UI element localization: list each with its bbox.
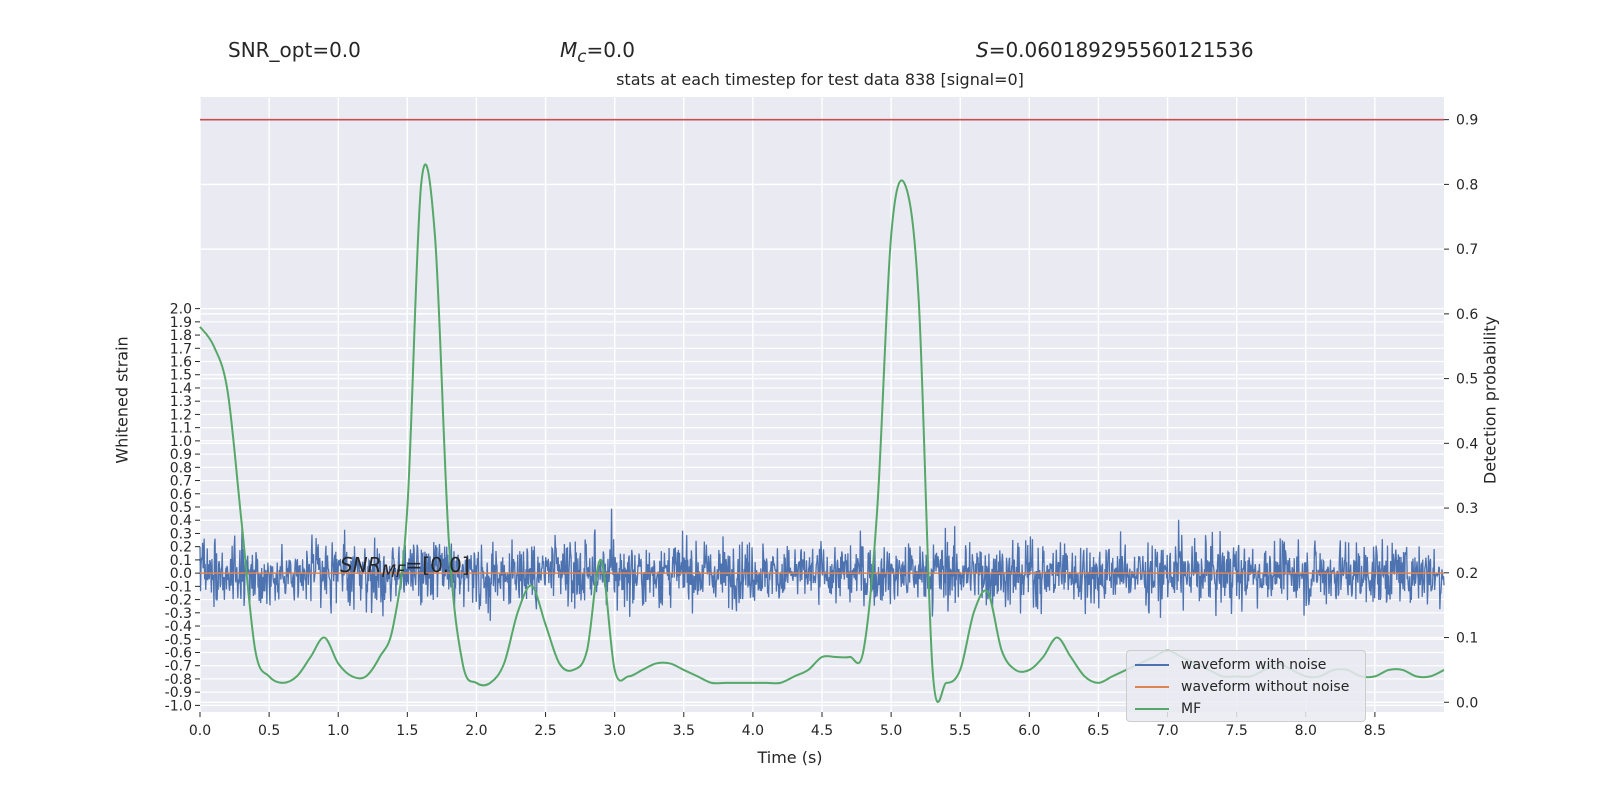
left-tick-label: 1.3 bbox=[170, 394, 192, 410]
left-tick-label: 1.9 bbox=[170, 315, 192, 331]
y-axis-label-left: Whitened strain bbox=[112, 336, 132, 464]
x-tick-label: 3.0 bbox=[604, 723, 626, 739]
x-tick-label: 5.0 bbox=[880, 723, 902, 739]
legend-swatch-orange bbox=[1135, 686, 1169, 688]
legend-label: waveform without noise bbox=[1181, 679, 1350, 695]
x-tick-label: 0.0 bbox=[189, 723, 211, 739]
mc-value: =0.0 bbox=[586, 38, 636, 62]
right-axis-ticks: 0.0 0.1 0.2 0.3 0.4 0.5 0.6 0.7 0.8 0.9 bbox=[1444, 113, 1478, 711]
right-tick-label: 0.3 bbox=[1456, 501, 1478, 517]
mc-symbol: M bbox=[560, 38, 578, 62]
right-tick-label: 0.7 bbox=[1456, 242, 1478, 258]
waveform-with-noise-line bbox=[199, 508, 1445, 621]
legend-label: MF bbox=[1181, 701, 1202, 717]
x-tick-label: 2.0 bbox=[465, 723, 487, 739]
left-tick-label: 1.7 bbox=[170, 341, 192, 357]
right-tick-label: 0.2 bbox=[1456, 566, 1478, 582]
legend-item-waveform-without-noise: waveform without noise bbox=[1135, 676, 1349, 698]
legend: waveform with noise waveform without noi… bbox=[1126, 650, 1366, 722]
left-tick-label: -0.7 bbox=[165, 659, 192, 675]
left-tick-label: 0.5 bbox=[170, 500, 192, 516]
legend-swatch-blue bbox=[1135, 664, 1169, 666]
s-value: =0.060189295560121536 bbox=[988, 38, 1254, 62]
chart-title: stats at each timestep for test data 838… bbox=[616, 70, 1024, 89]
left-axis-ticks: -1.0-0.9-0.8-0.7-0.6-0.5-0.4-0.3-0.2-0.1… bbox=[165, 302, 200, 714]
left-tick-label: 1.4 bbox=[170, 381, 192, 397]
snr-mf-subscript: MF bbox=[381, 562, 406, 581]
left-tick-label: 0.4 bbox=[170, 513, 192, 529]
left-tick-label: 1.1 bbox=[170, 421, 192, 437]
x-tick-label: 4.0 bbox=[742, 723, 764, 739]
legend-item-mf: MF bbox=[1135, 698, 1201, 720]
left-tick-label: 0.8 bbox=[170, 460, 192, 476]
left-tick-label: 0.3 bbox=[170, 526, 192, 542]
left-tick-label: -0.1 bbox=[165, 579, 192, 595]
right-tick-label: 0.5 bbox=[1456, 372, 1478, 388]
left-tick-label: 0.2 bbox=[170, 540, 192, 556]
left-tick-label: 0.7 bbox=[170, 474, 192, 490]
right-tick-label: 0.1 bbox=[1456, 631, 1478, 647]
grid-lines bbox=[199, 97, 1444, 712]
right-tick-label: 0.6 bbox=[1456, 307, 1478, 323]
left-tick-label: 1.0 bbox=[170, 434, 192, 450]
x-axis-label: Time (s) bbox=[757, 748, 823, 767]
x-tick-label: 6.0 bbox=[1018, 723, 1040, 739]
x-tick-label: 7.5 bbox=[1226, 723, 1248, 739]
legend-swatch-green bbox=[1135, 708, 1169, 710]
y-axis-label-right: Detection probability bbox=[1480, 315, 1500, 485]
left-tick-label: -0.9 bbox=[165, 685, 192, 701]
left-tick-label: 0.6 bbox=[170, 487, 192, 503]
x-tick-label: 5.5 bbox=[949, 723, 971, 739]
snr-opt-label: SNR_opt=0.0 bbox=[228, 38, 361, 62]
x-tick-label: 2.5 bbox=[534, 723, 556, 739]
x-tick-label: 8.0 bbox=[1295, 723, 1317, 739]
waveform-with-noise-series bbox=[199, 508, 1445, 621]
left-tick-label: -0.2 bbox=[165, 593, 192, 609]
left-tick-label: 0.1 bbox=[170, 553, 192, 569]
legend-item-waveform-with-noise: waveform with noise bbox=[1135, 654, 1326, 676]
right-tick-label: 0.9 bbox=[1456, 113, 1478, 129]
snr-mf-annotation: SNRMF=[0.0] bbox=[340, 553, 470, 581]
right-tick-label: 0.8 bbox=[1456, 177, 1478, 193]
x-tick-label: 4.5 bbox=[811, 723, 833, 739]
left-tick-label: -0.3 bbox=[165, 606, 192, 622]
x-axis-ticks: 0.0 0.5 1.0 1.5 2.0 2.5 3.0 3.5 4.0 4.5 5.0 5.5 6.0 6… bbox=[189, 712, 1386, 739]
s-symbol: S bbox=[976, 38, 989, 62]
x-tick-label: 8.5 bbox=[1364, 723, 1386, 739]
right-tick-label: 0.4 bbox=[1456, 436, 1478, 452]
left-tick-label: 0.9 bbox=[170, 447, 192, 463]
x-tick-label: 7.0 bbox=[1156, 723, 1178, 739]
x-tick-label: 0.5 bbox=[258, 723, 280, 739]
x-tick-label: 1.0 bbox=[327, 723, 349, 739]
legend-label: waveform with noise bbox=[1181, 657, 1327, 673]
left-tick-label: -0.6 bbox=[165, 645, 192, 661]
left-tick-label: -0.5 bbox=[165, 632, 192, 648]
s-statistic-label: S=0.060189295560121536 bbox=[976, 38, 1254, 62]
left-tick-label: 2.0 bbox=[170, 302, 192, 318]
snr-mf-value: =[0.0] bbox=[405, 553, 470, 577]
x-tick-label: 6.5 bbox=[1087, 723, 1109, 739]
left-tick-label: -0.4 bbox=[165, 619, 192, 635]
left-tick-label: 1.2 bbox=[170, 407, 192, 423]
left-tick-label: -0.8 bbox=[165, 672, 192, 688]
left-tick-label: 1.5 bbox=[170, 368, 192, 384]
x-tick-label: 3.5 bbox=[673, 723, 695, 739]
mc-subscript: c bbox=[577, 47, 587, 66]
left-tick-label: 1.6 bbox=[170, 355, 192, 371]
chirp-mass-label: Mc=0.0 bbox=[560, 38, 635, 66]
x-tick-label: 1.5 bbox=[396, 723, 418, 739]
left-tick-label: 1.8 bbox=[170, 328, 192, 344]
left-tick-label: -1.0 bbox=[165, 698, 192, 714]
left-tick-label: 0.0 bbox=[170, 566, 192, 582]
right-tick-label: 0.0 bbox=[1456, 695, 1478, 711]
snr-mf-symbol: SNR bbox=[340, 553, 382, 577]
